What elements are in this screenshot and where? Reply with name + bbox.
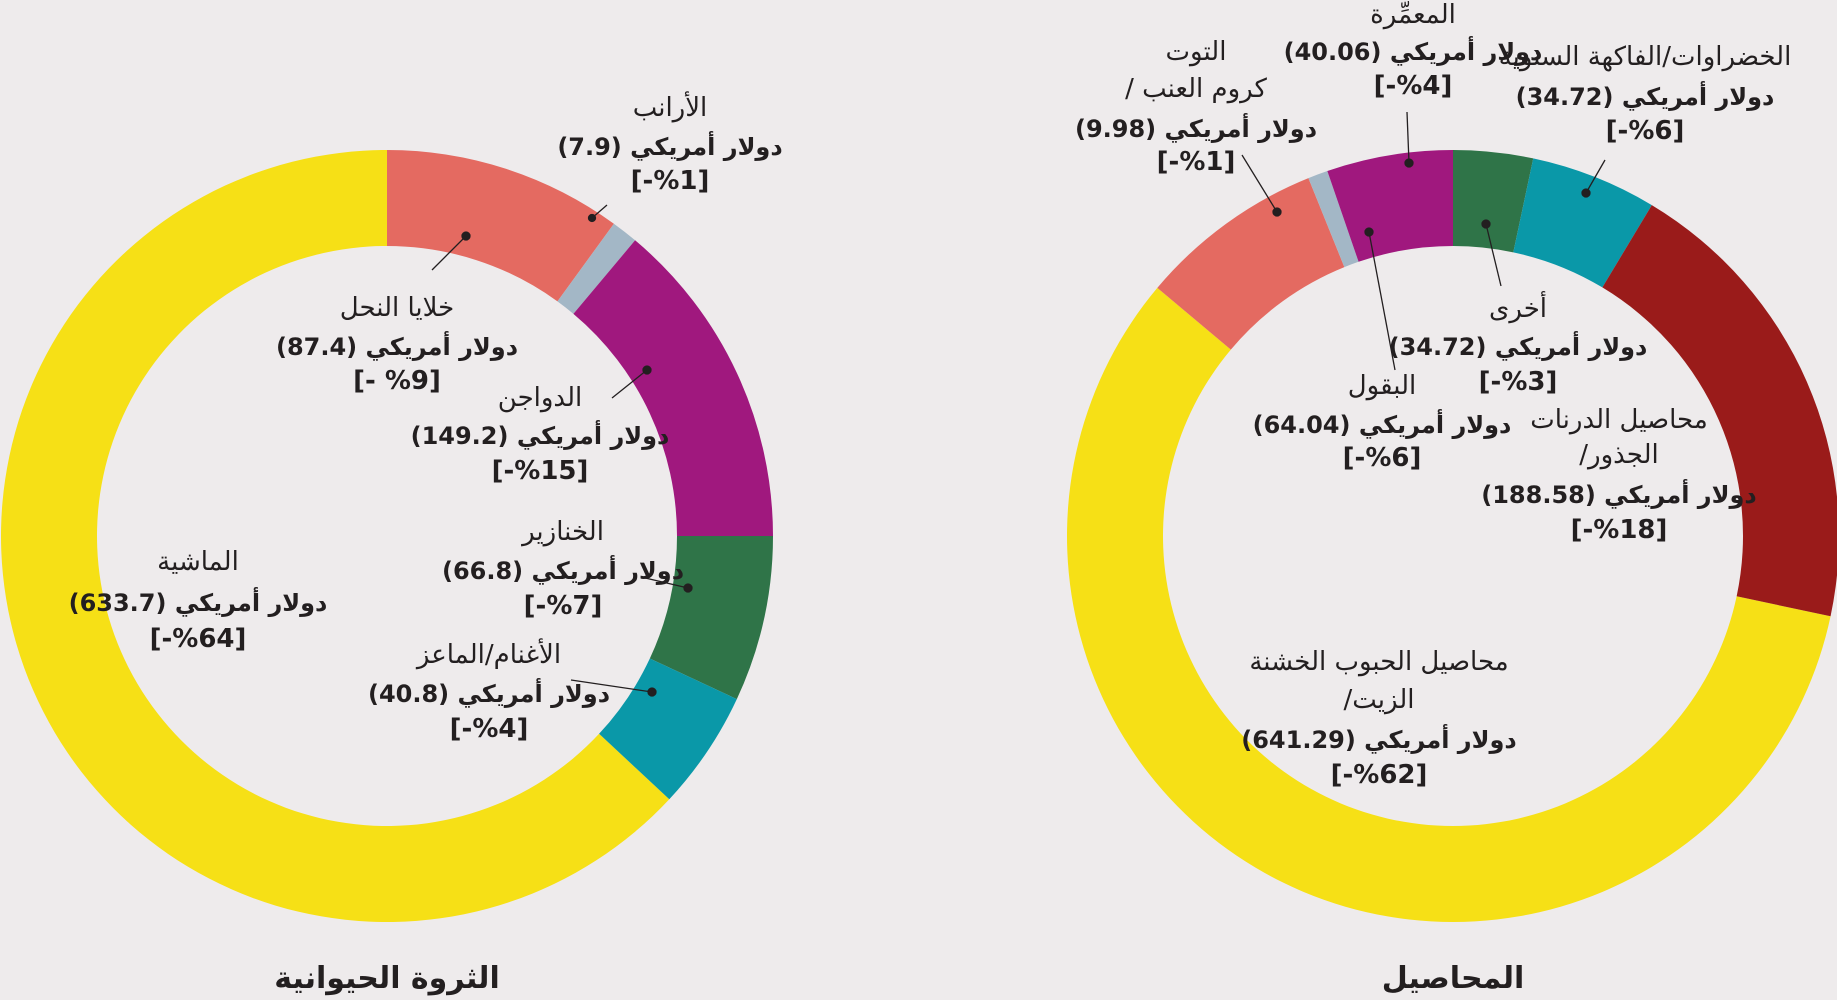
label-poultry-name: الدواجن <box>498 383 582 413</box>
slice-rabbits <box>557 223 636 314</box>
label-other-pct: [-%3] <box>1479 367 1558 397</box>
label-pigs: الخنازير (66.8) دولار أمريكي [-%7] <box>442 517 684 621</box>
leader-dot-berries <box>1272 207 1282 217</box>
leader-berries <box>1241 154 1278 213</box>
label-pulses-name: البقول <box>1348 371 1416 401</box>
leader-dot-rabbits <box>587 213 597 223</box>
leader-dot-pigs <box>683 583 693 593</box>
label-pigs-pct: [-%7] <box>524 591 603 621</box>
label-coarse-grains-name-1: محاصيل الحبوب الخشنة <box>1249 647 1508 677</box>
slice-other <box>1453 150 1534 253</box>
label-berries-name-2: / كروم العنب <box>1125 74 1267 104</box>
label-rabbits-value: (7.9) دولار أمريكي <box>557 131 782 161</box>
label-tubers-name-1: محاصيل الدرنات <box>1530 405 1708 435</box>
label-other-name: أخرى <box>1489 290 1547 324</box>
leaders-livestock <box>431 204 693 697</box>
label-berries-value: (9.98) دولار أمريكي <box>1075 113 1317 143</box>
label-annual: الخضراوات/الفاكهة السنوية (34.72) دولار … <box>1499 42 1792 146</box>
leader-poultry <box>611 369 648 399</box>
slice-coarse-grains-oil <box>1066 287 1831 923</box>
label-annual-pct: [-%6] <box>1606 116 1685 146</box>
label-poultry-value: (149.2) دولار أمريكي <box>411 420 670 450</box>
label-sheep-goats: الأغنام/الماعز (40.8) دولار أمريكي [-%4] <box>368 637 610 744</box>
slice-poultry <box>573 240 773 537</box>
label-perennials-value: (40.06) دولار أمريكي <box>1284 36 1543 66</box>
leader-annual <box>1585 159 1606 194</box>
label-annual-name: الخضراوات/الفاكهة السنوية <box>1499 42 1792 72</box>
leader-other <box>1485 223 1502 287</box>
label-sheep-goats-value: (40.8) دولار أمريكي <box>368 678 610 708</box>
leader-pulses <box>1368 231 1396 371</box>
label-pulses-pct: [-%6] <box>1343 443 1422 473</box>
slice-beehives <box>387 150 614 302</box>
slice-sheep-goats <box>599 658 737 800</box>
label-cattle-value: (633.7) دولار أمريكي <box>69 587 328 617</box>
label-cattle: الماشية (633.7) دولار أمريكي [-%64] <box>69 547 328 654</box>
label-pigs-name: الخنازير <box>520 517 604 547</box>
label-sheep-goats-name: الأغنام/الماعز <box>415 637 561 670</box>
label-tubers-name-2: /الجذور <box>1579 440 1658 470</box>
label-beehives: خلايا النحل (87.4) دولار أمريكي [- %9] <box>276 293 518 396</box>
slice-annual-veg-fruit <box>1513 158 1652 288</box>
slice-tubers-roots <box>1602 205 1837 617</box>
slice-pulses <box>1308 171 1359 268</box>
label-beehives-name: خلايا النحل <box>340 293 454 323</box>
leader-pigs <box>640 576 689 589</box>
label-perennials-pct: [-%4] <box>1374 71 1453 101</box>
label-poultry: الدواجن (149.2) دولار أمريكي [-%15] <box>411 383 670 486</box>
leader-dot-perennials <box>1404 158 1414 168</box>
label-pulses-value: (64.04) دولار أمريكي <box>1253 409 1512 439</box>
donut-crops: التوت / كروم العنب (9.98) دولار أمريكي [… <box>1066 0 1837 996</box>
leader-dot-sheep-goats <box>647 687 657 697</box>
label-coarse-grains: محاصيل الحبوب الخشنة /الزيت (641.29) دول… <box>1241 647 1516 790</box>
leader-dot-poultry <box>642 365 652 375</box>
label-annual-value: (34.72) دولار أمريكي <box>1516 81 1775 111</box>
label-perennials-name: المعمِّرة <box>1370 0 1456 30</box>
leader-sheep-goats <box>570 679 653 693</box>
label-pulses: البقول (64.04) دولار أمريكي [-%6] <box>1253 371 1512 473</box>
label-perennials: المعمِّرة (40.06) دولار أمريكي [-%4] <box>1284 0 1543 101</box>
label-other: أخرى (34.72) دولار أمريكي [-%3] <box>1389 290 1648 397</box>
label-rabbits-name: الأرانب <box>633 90 708 123</box>
label-beehives-pct: [- %9] <box>353 366 441 396</box>
label-pigs-value: (66.8) دولار أمريكي <box>442 555 684 585</box>
slice-berries-vines <box>1157 178 1345 350</box>
label-cattle-pct: [-%64] <box>150 624 247 654</box>
label-coarse-grains-pct: [-%62] <box>1331 760 1428 790</box>
leaders-crops <box>1241 111 1606 371</box>
label-berries-name-1: التوت <box>1166 37 1227 67</box>
label-tubers-value: (188.58) دولار أمريكي <box>1481 479 1756 509</box>
label-berries: التوت / كروم العنب (9.98) دولار أمريكي [… <box>1075 37 1317 177</box>
label-poultry-pct: [-%15] <box>492 456 589 486</box>
label-sheep-goats-pct: [-%4] <box>450 714 529 744</box>
slice-perennials <box>1327 150 1453 262</box>
label-other-value: (34.72) دولار أمريكي <box>1389 331 1648 361</box>
label-coarse-grains-name-2: /الزيت <box>1343 685 1414 715</box>
leader-dot-other <box>1481 219 1491 229</box>
slice-cattle <box>0 150 670 923</box>
title-livestock: الثروة الحيوانية <box>274 961 499 996</box>
leader-dot-beehives <box>461 231 471 241</box>
donut-livestock: الأرانب (7.9) دولار أمريكي [-%1] خلايا ا… <box>0 90 783 996</box>
label-beehives-value: (87.4) دولار أمريكي <box>276 331 518 361</box>
label-tubers: محاصيل الدرنات /الجذور (188.58) دولار أم… <box>1481 405 1756 545</box>
slice-pigs <box>649 536 773 700</box>
label-tubers-pct: [-%18] <box>1571 515 1668 545</box>
label-coarse-grains-value: (641.29) دولار أمريكي <box>1241 724 1516 754</box>
leader-dot-pulses <box>1364 227 1374 237</box>
label-berries-pct: [-%1] <box>1157 147 1236 177</box>
leader-dot-annual <box>1581 188 1591 198</box>
label-rabbits: الأرانب (7.9) دولار أمريكي [-%1] <box>557 90 782 196</box>
leader-perennials <box>1406 111 1410 164</box>
label-cattle-name: الماشية <box>157 547 239 577</box>
leader-beehives <box>431 235 467 271</box>
label-rabbits-pct: [-%1] <box>631 166 710 196</box>
title-crops: المحاصيل <box>1382 961 1525 996</box>
